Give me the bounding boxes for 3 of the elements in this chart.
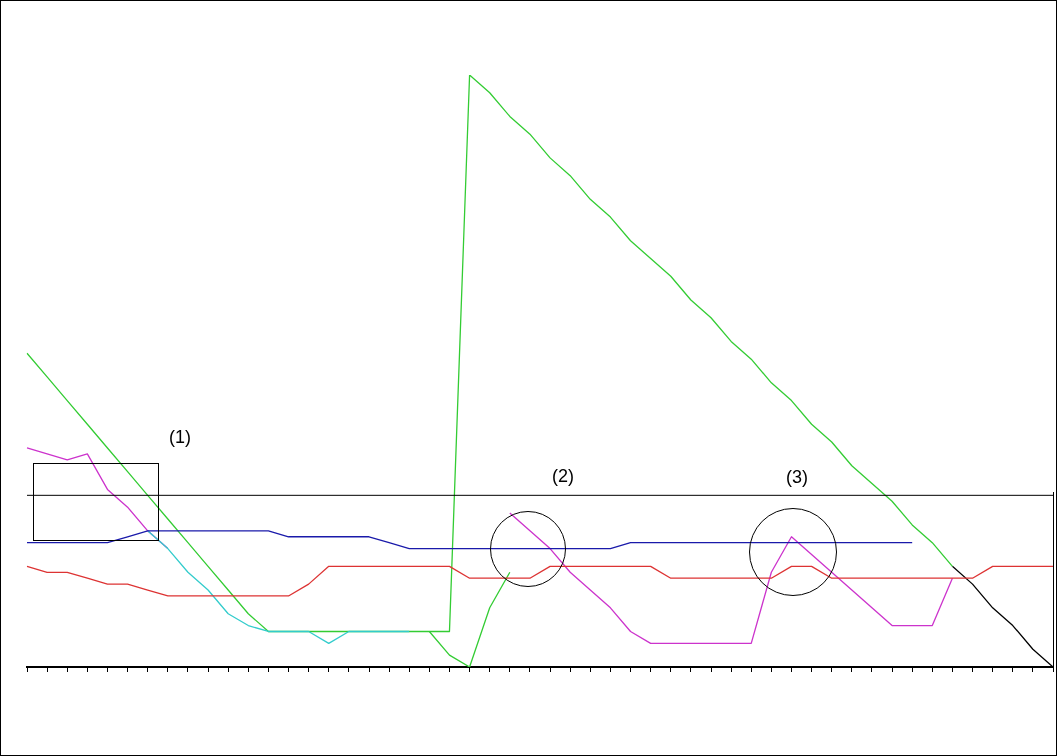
annotation: (3)	[786, 466, 808, 488]
annotation: (1)	[169, 426, 191, 448]
annotation: (2)	[552, 465, 574, 487]
